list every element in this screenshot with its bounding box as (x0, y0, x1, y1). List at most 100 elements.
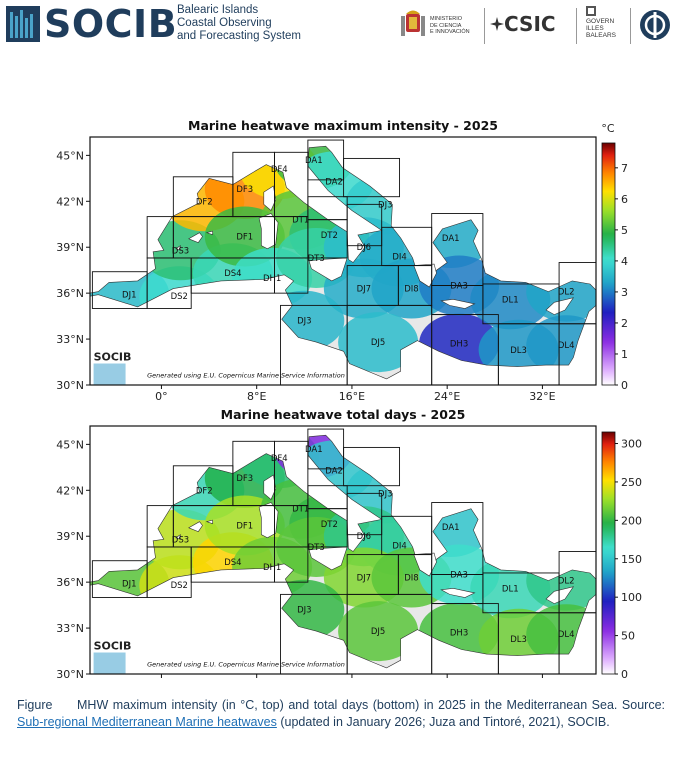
region-label: DA1 (442, 523, 460, 533)
region-label: DF1 (236, 233, 253, 243)
region-label: DL2 (558, 577, 575, 587)
region-label: DA2 (325, 466, 343, 476)
region-label: DJ6 (357, 243, 371, 253)
region-label: DF3 (236, 185, 253, 195)
subregion-box (343, 157, 401, 198)
divider (630, 8, 631, 44)
colorbar-tick-label: 3 (621, 286, 628, 299)
region-label: DS2 (171, 581, 188, 591)
region-label: DS2 (171, 292, 188, 302)
region-label: DS4 (224, 558, 241, 568)
map-body: DJ1 DS2 DS3 DS4 DF2 DF3 DF4 DF1 DH1 DT1 DT2 DT3 DA1 D… (90, 426, 596, 674)
region-label: DI8 (404, 285, 418, 295)
region-label: DA1 (305, 156, 323, 166)
colorbar-tick-label: 0 (621, 668, 628, 678)
colorbar-tick-label: 0 (621, 379, 628, 392)
caption-text: MHW maximum intensity (in °C, top) and t… (77, 698, 665, 712)
ministry-line: MINISTERIO (430, 16, 463, 22)
colorbar-tick-label: 4 (621, 255, 628, 268)
region-label: DI8 (404, 574, 418, 584)
land-crete (440, 298, 476, 309)
y-tick-label: 45°N (56, 438, 84, 451)
region-label: DF2 (196, 486, 213, 496)
region-label: DL4 (558, 341, 575, 351)
region-label: DT1 (292, 505, 309, 515)
map-frame (89, 425, 597, 675)
region-label: DJ3 (378, 200, 392, 210)
region-label: DT2 (321, 231, 338, 241)
source-link[interactable]: Sub-regional Mediterranean Marine heatwa… (17, 714, 277, 729)
colorbar-tick-label: 200 (621, 514, 642, 527)
land-europeWest (90, 137, 596, 294)
x-tick-label: 16°E (339, 390, 365, 403)
govern-line: GOVERN (586, 18, 615, 25)
colorbar-tick-label: 100 (621, 591, 642, 604)
region-label: DA3 (450, 570, 468, 580)
region-label: DJ1 (122, 580, 136, 590)
watermark-icon (93, 652, 126, 674)
region-label: DF4 (271, 165, 288, 175)
colorbar-tick-label: 7 (621, 162, 628, 175)
land-crete (440, 587, 476, 598)
colorbar (601, 142, 616, 386)
caption-label: Figure (17, 698, 53, 712)
y-tick-label: 33°N (56, 622, 84, 635)
map-frame (89, 136, 597, 386)
region-label: DA3 (450, 281, 468, 291)
region-label: DA2 (325, 177, 343, 187)
colorbar-tick-label: 300 (621, 438, 642, 451)
x-tick-label: 8°E (247, 390, 266, 403)
socib-logo-text: SOCIB (44, 2, 178, 46)
y-tick-label: 45°N (56, 149, 84, 162)
colorbar-tick-label: 5 (621, 224, 628, 237)
land-ibiza (174, 534, 181, 540)
region-label: DT3 (308, 543, 325, 553)
total-days-map-panel: Marine heatwave total days - 2025 DJ1 DS2 D… (56, 407, 642, 692)
land-mallorca (188, 521, 203, 532)
divider (484, 8, 485, 44)
csic-logo-text: CSIC (504, 12, 556, 36)
region-label: DT1 (292, 216, 309, 226)
subregion-box (346, 203, 383, 247)
intensity-map-panel: Marine heatwave maximum intensity - 2025… (56, 118, 628, 403)
region-label: DS3 (172, 535, 189, 545)
x-tick-label: 32°E (529, 390, 555, 403)
region-label: DJ7 (357, 285, 371, 295)
heatwave-maps: Marine heatwave maximum intensity - 2025… (56, 118, 642, 692)
colorbar (601, 431, 616, 675)
region-label: DH1 (263, 274, 281, 284)
subregion-box (346, 492, 383, 536)
land-cyprus (545, 297, 575, 315)
subregion-box (431, 213, 484, 286)
region-label: DJ6 (357, 532, 371, 542)
figure-caption: Figure MHW maximum intensity (in °C, top)… (17, 697, 665, 730)
region-label: DH1 (263, 563, 281, 573)
region-label: DH3 (450, 629, 468, 639)
region-label: DJ1 (122, 291, 136, 301)
subtitle-line: Coastal Observing (177, 17, 272, 29)
land-mallorca (188, 232, 203, 243)
colorbar-tick-label: 50 (621, 630, 635, 643)
y-tick-label: 30°N (56, 668, 84, 678)
region-label: DJ3 (297, 606, 311, 616)
map-title: Marine heatwave total days - 2025 (221, 407, 466, 422)
ministry-line: DE CIENCIA (430, 22, 462, 29)
y-tick-label: 39°N (56, 241, 84, 254)
land-menorca (205, 230, 213, 236)
region-label: DJ7 (357, 574, 371, 584)
land-cyprus (545, 586, 575, 604)
divider (576, 8, 577, 44)
ministry-name: MINISTERIO DE CIENCIA E INNOVACIÓN (430, 16, 482, 36)
subtitle-line: and Forecasting System (177, 30, 302, 42)
region-label: DS3 (172, 246, 189, 256)
region-label: DA1 (442, 234, 460, 244)
caption-text-end: (updated in January 2026; Juza and Tinto… (276, 714, 610, 729)
watermark-text: SOCIB (94, 640, 132, 653)
x-tick-label: 0° (155, 390, 168, 403)
region-label: DI4 (392, 541, 406, 551)
land-europeWest (90, 426, 596, 583)
y-tick-label: 30°N (56, 379, 84, 392)
region-label: DF2 (196, 197, 213, 207)
land-sardinia (258, 213, 279, 250)
region-label: DL3 (510, 635, 527, 645)
